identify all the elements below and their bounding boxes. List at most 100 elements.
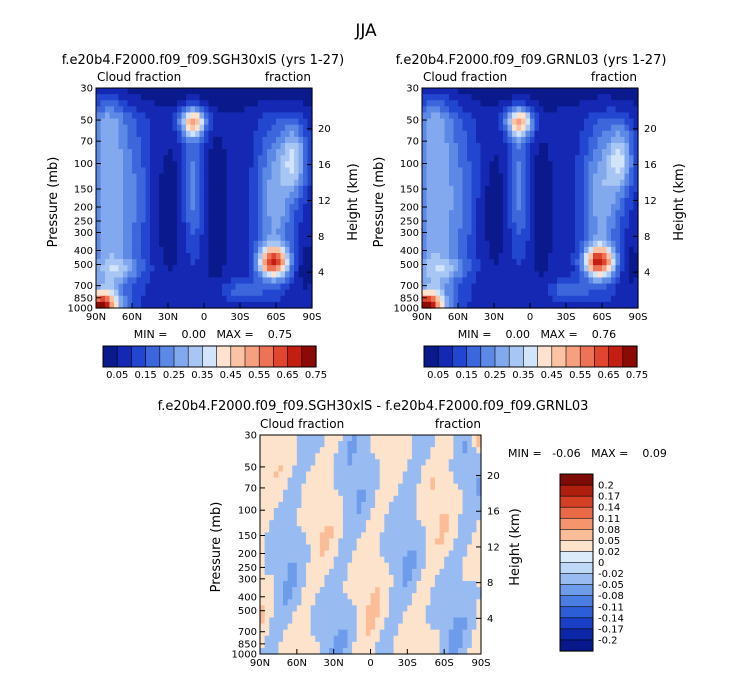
- heatmap-cell: [217, 289, 223, 297]
- heatmap-cell: [298, 289, 304, 297]
- heatmap-cell: [462, 149, 468, 156]
- heatmap-cell: [154, 204, 160, 211]
- heatmap-cell: [512, 283, 518, 291]
- heatmap-cell: [611, 210, 617, 217]
- heatmap-cell: [276, 136, 282, 144]
- heatmap-cell: [393, 593, 399, 600]
- heatmap-cell: [235, 259, 241, 266]
- heatmap-cell: [444, 544, 450, 552]
- heatmap-cell: [388, 495, 395, 503]
- heatmap-cell: [467, 185, 473, 193]
- heatmap-cell: [467, 173, 473, 181]
- heatmap-cell: [434, 465, 441, 473]
- heatmap-cell: [430, 581, 436, 588]
- heatmap-cell: [294, 259, 300, 266]
- heatmap-cell: [402, 544, 408, 552]
- heatmap-cell: [615, 271, 621, 279]
- heatmap-cell: [249, 179, 255, 187]
- heatmap-cell: [467, 465, 473, 473]
- heatmap-cell: [379, 471, 385, 479]
- heatmap-cell: [593, 228, 599, 236]
- heatmap-cell: [253, 222, 259, 230]
- heatmap-cell: [324, 574, 330, 582]
- heatmap-cell: [292, 526, 298, 533]
- heatmap-cell: [333, 574, 339, 582]
- heatmap-cell: [530, 100, 536, 107]
- heatmap-cell: [264, 477, 270, 485]
- heatmap-cell: [620, 283, 626, 291]
- heatmap-cell: [521, 179, 527, 187]
- heatmap-cell: [298, 161, 304, 169]
- heatmap-cell: [123, 155, 129, 162]
- heatmap-cell: [467, 295, 473, 303]
- heatmap-cell: [561, 295, 567, 303]
- heatmap-cell: [181, 161, 187, 169]
- heatmap-cell: [507, 216, 513, 224]
- heatmap-cell: [150, 94, 156, 101]
- heatmap-cell: [195, 204, 201, 211]
- heatmap-cell: [141, 167, 147, 175]
- heatmap-cell: [430, 453, 436, 460]
- heatmap-cell: [177, 130, 183, 138]
- heatmap-cell: [507, 179, 513, 187]
- heatmap-cell: [303, 136, 309, 144]
- heatmap-cell: [485, 173, 491, 181]
- heatmap-cell: [199, 106, 205, 114]
- heatmap-cell: [96, 143, 102, 150]
- heatmap-cell: [306, 605, 312, 613]
- heatmap-cell: [123, 161, 129, 169]
- heatmap-cell: [480, 210, 486, 217]
- heatmap-cell: [431, 259, 437, 266]
- heatmap-cell: [431, 289, 437, 297]
- heatmap-cell: [109, 130, 115, 138]
- heatmap-cell: [292, 532, 298, 540]
- heatmap-cell: [240, 283, 246, 291]
- heatmap-cell: [186, 271, 192, 279]
- heatmap-cell: [365, 599, 372, 606]
- heatmap-cell: [289, 130, 295, 138]
- heatmap-cell: [262, 94, 268, 101]
- heatmap-cell: [150, 222, 156, 230]
- heatmap-cell: [276, 271, 282, 279]
- heatmap-cell: [512, 277, 518, 285]
- heatmap-cell: [96, 179, 102, 187]
- heatmap-cell: [561, 149, 567, 156]
- heatmap-cell: [186, 88, 192, 95]
- heatmap-cell: [467, 495, 473, 503]
- heatmap-cell: [575, 143, 581, 150]
- heatmap-cell: [379, 501, 385, 509]
- heatmap-cell: [458, 283, 464, 291]
- heatmap-cell: [356, 477, 362, 485]
- heatmap-cell: [118, 240, 124, 248]
- heatmap-cell: [370, 495, 376, 503]
- heatmap-cell: [602, 118, 608, 126]
- heatmap-cell: [579, 301, 585, 309]
- heatmap-cell: [425, 514, 431, 521]
- heatmap-cell: [480, 191, 486, 199]
- heatmap-cell: [521, 204, 527, 211]
- heatmap-cell: [280, 277, 286, 285]
- heatmap-cell: [159, 161, 165, 169]
- heatmap-cell: [258, 283, 264, 291]
- heatmap-cell: [435, 222, 441, 230]
- heatmap-cell: [306, 471, 312, 479]
- heatmap-cell: [421, 435, 427, 442]
- heatmap-cell: [154, 283, 160, 291]
- heatmap-cell: [283, 581, 289, 588]
- heatmap-cell: [338, 550, 344, 558]
- heatmap-cell: [407, 574, 413, 582]
- heatmap-cell: [416, 459, 422, 467]
- heatmap-cell: [530, 173, 536, 181]
- heatmap-cell: [145, 155, 151, 162]
- heatmap-cell: [204, 106, 210, 114]
- heatmap-cell: [177, 240, 183, 248]
- heatmap-cell: [264, 471, 270, 479]
- heatmap-cell: [347, 605, 353, 613]
- heatmap-cell: [539, 228, 545, 236]
- heatmap-cell: [127, 179, 133, 187]
- heatmap-cell: [516, 277, 522, 285]
- heatmap-cell: [260, 574, 266, 582]
- heatmap-cell: [298, 283, 304, 291]
- heatmap-cell: [105, 149, 111, 156]
- heatmap-cell: [593, 198, 599, 205]
